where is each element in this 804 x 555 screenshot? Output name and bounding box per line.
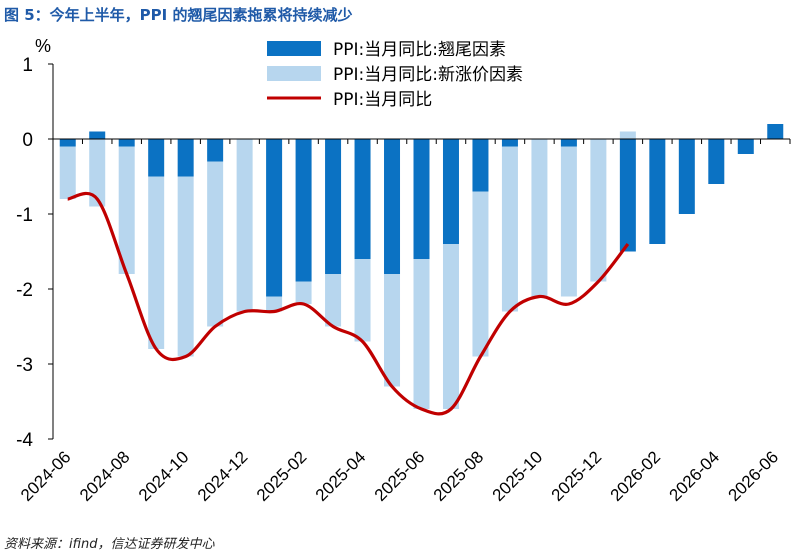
legend-label-new: PPI:当月同比:新涨价因素: [333, 65, 523, 85]
x-tick-label: 2025-02: [253, 447, 311, 505]
x-tick-label: 2026-04: [666, 447, 724, 505]
new-factor-bar: [148, 176, 165, 349]
carryover-bar: [413, 139, 430, 259]
new-factor-bar: [325, 274, 342, 327]
new-factor-bar: [560, 146, 577, 297]
legend-label-carryover: PPI:当月同比:翘尾因素: [333, 40, 506, 60]
new-factor-bar: [89, 139, 106, 207]
carryover-bar: [266, 139, 283, 297]
carryover-bar: [325, 139, 342, 274]
carryover-bar: [59, 139, 76, 147]
carryover-bar: [619, 139, 636, 252]
figure-title: 图 5：今年上半年，PPI 的翘尾因素拖累将持续减少: [4, 6, 353, 24]
carryover-bar: [501, 139, 518, 147]
new-factor-bar: [531, 139, 548, 297]
new-factor-bar: [590, 139, 607, 282]
carryover-bar: [89, 131, 106, 139]
new-factor-bar: [354, 259, 371, 342]
legend-swatch-new: [267, 66, 321, 81]
y-tick-label: -1: [16, 205, 33, 226]
carryover-bar: [177, 139, 194, 177]
new-factor-bar: [236, 139, 253, 312]
carryover-bar: [708, 139, 725, 184]
new-factor-bar: [177, 176, 194, 357]
x-tick-label: 2026-06: [725, 447, 783, 505]
y-tick-label: 1: [22, 55, 33, 76]
y-tick-label: -4: [16, 430, 33, 451]
carryover-bar: [649, 139, 666, 244]
new-factor-bar: [59, 146, 76, 199]
x-tick-label: 2025-12: [548, 447, 606, 505]
carryover-bars: [59, 124, 784, 297]
new-factor-bar: [501, 146, 518, 312]
carryover-bar: [207, 139, 224, 162]
y-tick-label: 0: [22, 130, 33, 151]
ppi-line: [67, 191, 630, 416]
legend: PPI:当月同比:翘尾因素 PPI:当月同比:新涨价因素 PPI:当月同比: [267, 40, 523, 110]
x-tick-label: 2025-10: [489, 447, 547, 505]
new-factor-bar: [413, 259, 430, 409]
new-factor-bar: [266, 296, 283, 312]
x-tick-label: 2026-02: [607, 447, 665, 505]
carryover-bar: [442, 139, 459, 244]
new-factor-bar: [442, 244, 459, 409]
legend-label-line: PPI:当月同比: [333, 90, 432, 110]
carryover-bar: [767, 124, 784, 139]
carryover-bar: [354, 139, 371, 259]
x-tick-label: 2025-04: [312, 447, 370, 505]
x-tick-label: 2025-06: [371, 447, 429, 505]
carryover-bar: [384, 139, 401, 274]
y-ticks: 1 0 -1 -2 -3 -4: [16, 55, 53, 451]
carryover-bar: [472, 139, 489, 192]
y-tick-label: -2: [16, 280, 33, 301]
carryover-bar: [295, 139, 312, 282]
new-factor-bar: [118, 146, 135, 274]
y-unit-label: %: [35, 36, 51, 56]
x-tick-label: 2025-08: [430, 447, 488, 505]
x-tick-label: 2024-10: [135, 447, 193, 505]
new-factor-bar: [295, 281, 312, 304]
x-tick-label: 2024-06: [17, 447, 75, 505]
carryover-bar: [118, 139, 135, 147]
carryover-bar: [560, 139, 577, 147]
source-note: 资料来源：ifind，信达证券研发中心: [4, 537, 215, 552]
new-factor-bar: [384, 274, 401, 387]
legend-swatch-carryover: [267, 41, 321, 56]
new-factor-bar: [619, 131, 636, 139]
carryover-bar: [737, 139, 754, 154]
x-tick-label: 2024-08: [76, 447, 134, 505]
x-tick-label: 2024-12: [194, 447, 252, 505]
carryover-bar: [678, 139, 695, 214]
new-factor-bar: [207, 161, 224, 327]
y-tick-label: -3: [16, 355, 33, 376]
new-factor-bar: [472, 191, 489, 357]
carryover-bar: [148, 139, 165, 177]
new-factor-bars: [59, 131, 636, 409]
